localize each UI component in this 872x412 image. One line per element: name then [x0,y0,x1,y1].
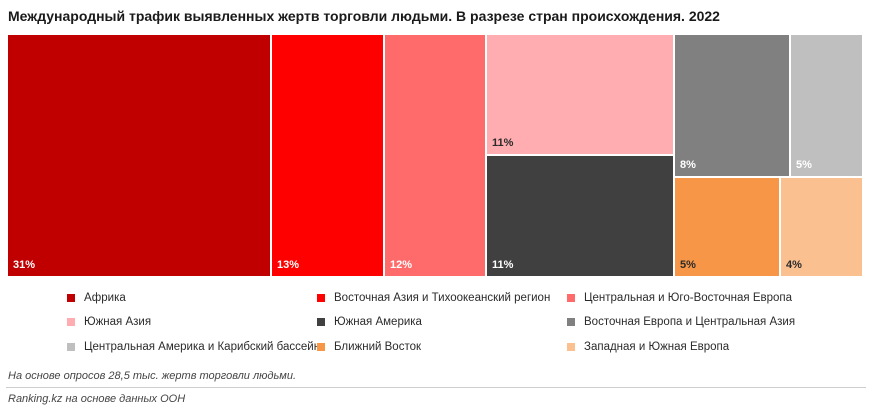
data-label: 31% [13,259,36,271]
cell-western-southern-europe: 4% [780,177,863,277]
legend-label: Африка [84,292,126,304]
data-label: 5% [680,259,696,271]
legend-label: Западная и Южная Европа [584,341,730,353]
legend-item: Центральная Америка и Карибский бассейн [67,341,320,353]
cell-south-asia: 11% [486,34,674,155]
cell-central-southeast-europe: 12% [384,34,486,277]
legend-label: Восточная Азия и Тихоокеанский регион [334,292,551,304]
data-label: 8% [680,159,696,171]
source-credit: Ranking.kz на основе данных ООН [8,393,186,405]
legend-swatch [67,318,75,326]
cell-eastern-europe-central-asia: 8% [674,34,790,177]
legend-label: Центральная и Юго-Восточная Европа [584,292,793,304]
chart-title: Международный трафик выявленных жертв то… [8,8,720,24]
legend-item: Западная и Южная Европа [567,341,729,353]
legend-item: Южная Америка [317,316,422,328]
divider [6,387,866,388]
data-label: 11% [492,137,514,149]
footnote: На основе опросов 28,5 тыс. жертв торгов… [8,370,297,382]
data-label: 13% [277,259,300,271]
legend-swatch [317,294,325,302]
legend-swatch [567,294,575,302]
legend-swatch [567,343,575,351]
data-label: 11% [492,259,514,271]
legend-label: Ближний Восток [334,341,422,353]
cell-central-america-caribbean: 5% [790,34,863,177]
legend-swatch [567,318,575,326]
treemap: 31% 13% 12% 11% 11% 8% 5% 5% 4% [7,34,863,277]
legend-item: Африка [67,292,126,304]
cell-middle-east: 5% [674,177,780,277]
legend-item: Восточная Европа и Центральная Азия [567,316,795,328]
legend-swatch [67,294,75,302]
legend-item: Восточная Азия и Тихоокеанский регион [317,292,550,304]
cell-south-america: 11% [486,155,674,277]
cell-east-asia-pacific: 13% [271,34,384,277]
legend-label: Центральная Америка и Карибский бассейн [84,341,321,353]
legend-swatch [67,343,75,351]
legend-item: Ближний Восток [317,341,421,353]
legend-label: Южная Азия [84,316,152,328]
data-label: 5% [796,159,812,171]
legend-item: Центральная и Юго-Восточная Европа [567,292,792,304]
data-label: 12% [390,259,413,271]
legend-label: Южная Америка [334,316,422,328]
cell-africa: 31% [7,34,271,277]
legend-item: Южная Азия [67,316,151,328]
legend-swatch [317,343,325,351]
legend-label: Восточная Европа и Центральная Азия [584,316,796,328]
legend-swatch [317,318,325,326]
data-label: 4% [786,259,802,271]
